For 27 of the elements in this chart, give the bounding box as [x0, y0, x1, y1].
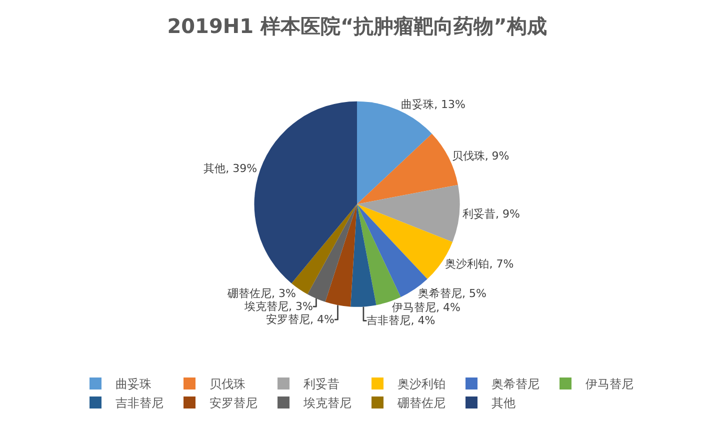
data-label: 安罗替尼, 4%: [266, 313, 334, 326]
legend-label: 贝伐珠: [210, 377, 246, 392]
pie-slice: [357, 184, 460, 242]
data-label: 硼替佐尼, 3%: [226, 287, 296, 300]
data-label: 奥沙利铂, 7%: [445, 257, 514, 270]
pie-slice: [307, 204, 357, 302]
legend-label: 奥希替尼: [492, 377, 540, 392]
data-label: 其他, 39%: [204, 162, 258, 176]
pie-slice: [325, 204, 357, 307]
legend-label: 曲妥珠: [116, 377, 152, 392]
data-label: 奥希替尼, 5%: [418, 287, 486, 300]
data-label: 曲妥珠, 13%: [401, 98, 466, 111]
data-label: 利妥昔, 9%: [462, 207, 520, 220]
legend-label: 伊马替尼: [586, 377, 634, 392]
legend-label: 其他: [492, 396, 516, 410]
legend-label: 奥沙利铂: [398, 377, 446, 392]
legend-label: 吉非替尼: [116, 396, 164, 410]
data-label: 伊马替尼, 4%: [392, 301, 460, 314]
data-label: 贝伐珠, 9%: [452, 150, 510, 163]
data-label: 埃克替尼, 3%: [243, 300, 313, 314]
pie-slice: [350, 204, 376, 307]
data-label: 吉非替尼, 4%: [366, 314, 436, 328]
legend-label: 利妥昔: [304, 377, 340, 392]
legend-label: 硼替佐尼: [396, 396, 446, 410]
legend-label: 安罗替尼: [210, 396, 258, 410]
chart-title: 2019H1 样本医院“抗肿瘤靶向药物”构成: [167, 14, 547, 38]
legend-label: 埃克替尼: [302, 396, 352, 410]
